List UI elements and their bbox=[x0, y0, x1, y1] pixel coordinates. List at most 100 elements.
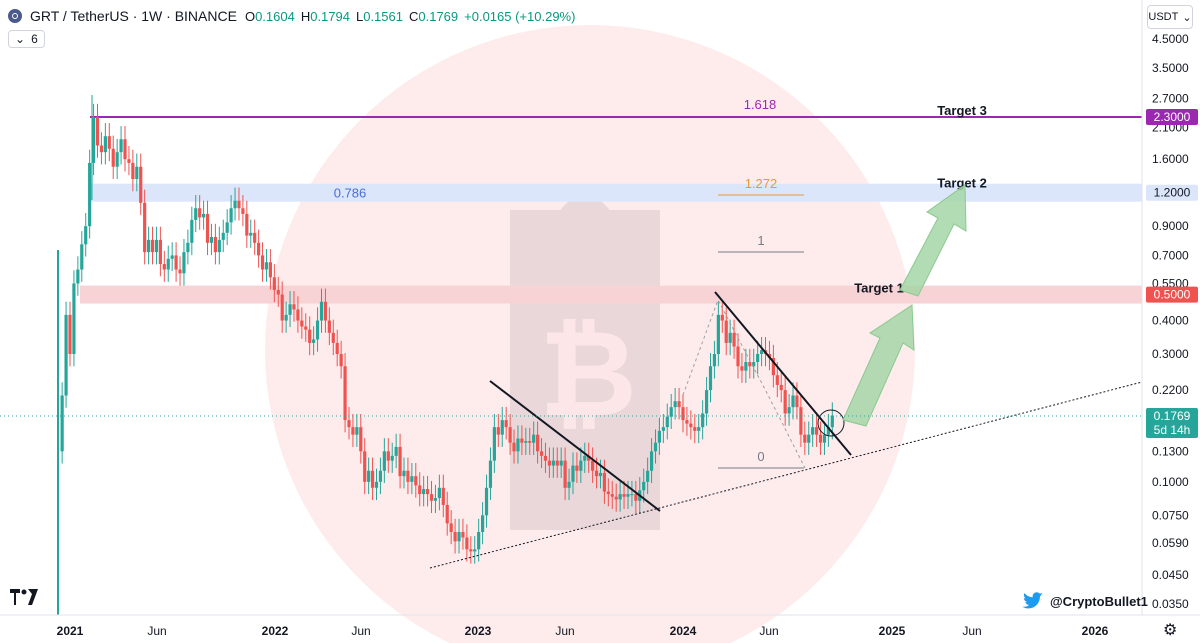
candle-body bbox=[756, 354, 760, 363]
candle-body bbox=[343, 366, 347, 421]
candle-body bbox=[528, 441, 532, 443]
open-value: 0.1604 bbox=[255, 8, 295, 24]
symbol-title[interactable]: GRT / TetherUS · 1W · BINANCE bbox=[30, 8, 237, 24]
candle-body bbox=[182, 252, 186, 274]
candle-body bbox=[653, 442, 658, 452]
support-trendline bbox=[429, 381, 1143, 569]
high-label: H bbox=[300, 8, 311, 24]
candle-body bbox=[681, 407, 685, 421]
candle-body bbox=[268, 262, 273, 278]
fib-short-label: 0 bbox=[757, 449, 764, 464]
candle-body bbox=[127, 159, 131, 163]
target-label-1: Target 1 bbox=[854, 281, 904, 296]
gear-icon[interactable]: ⚙ bbox=[1163, 622, 1178, 639]
candle-body bbox=[669, 407, 673, 417]
target-2-price-badge-bg bbox=[1146, 184, 1198, 201]
price-tick-label: 0.3000 bbox=[1152, 347, 1189, 361]
high-value: 0.1794 bbox=[310, 8, 350, 24]
candle-body bbox=[429, 494, 434, 501]
candle-body bbox=[811, 427, 815, 435]
candle-body bbox=[72, 283, 76, 355]
candle-body bbox=[143, 202, 147, 253]
price-axis-bg bbox=[1142, 0, 1200, 643]
candle-body bbox=[508, 427, 512, 443]
candle-body bbox=[260, 255, 265, 270]
candle-body bbox=[422, 489, 426, 495]
candle-body bbox=[382, 451, 386, 471]
ohlc-readout: O0.1604 H0.1794 L0.1561 C0.1769 +0.0165 … bbox=[245, 9, 576, 24]
target-label-2: Target 2 bbox=[937, 176, 987, 191]
candle-body bbox=[217, 239, 221, 253]
candle-body bbox=[445, 504, 449, 524]
candle-body bbox=[803, 434, 807, 443]
candle-body bbox=[477, 531, 481, 550]
candle-body bbox=[162, 264, 166, 270]
candle-body bbox=[610, 494, 614, 497]
candle-body bbox=[559, 460, 563, 466]
low-value: 0.1561 bbox=[363, 8, 403, 24]
author-watermark: @CryptoBullet1 bbox=[1022, 592, 1148, 610]
target-2-band bbox=[88, 183, 1142, 202]
candle-body bbox=[685, 420, 689, 424]
candle-body bbox=[520, 438, 524, 443]
candle-body bbox=[642, 481, 646, 491]
indicator-toggle[interactable]: ⌄ 6 bbox=[8, 30, 45, 48]
price-tick-label: 0.2200 bbox=[1152, 383, 1189, 397]
price-tick-label: 2.7000 bbox=[1152, 91, 1189, 105]
candle-body bbox=[441, 487, 445, 505]
candle-body bbox=[720, 314, 724, 321]
candle-body bbox=[815, 427, 819, 435]
candle-body bbox=[614, 496, 618, 500]
candle-body bbox=[830, 415, 834, 428]
currency-selector[interactable]: USDT ⌄ bbox=[1147, 5, 1193, 29]
candle-body bbox=[594, 470, 599, 477]
candle-body bbox=[822, 434, 827, 443]
tradingview-logo-icon[interactable] bbox=[10, 588, 38, 611]
candle-body bbox=[135, 166, 139, 179]
candle-body bbox=[280, 294, 284, 321]
candle-body bbox=[418, 485, 422, 495]
price-tick-label: 0.0350 bbox=[1152, 597, 1189, 611]
candle-body bbox=[315, 320, 320, 340]
bitcoin-icon: ₿ bbox=[539, 307, 637, 441]
candle-body bbox=[500, 420, 504, 435]
candle-body bbox=[775, 375, 779, 385]
candle-body bbox=[630, 494, 634, 496]
candle-body bbox=[704, 390, 709, 414]
price-axis[interactable]: 4.50003.50002.70002.10001.60000.90000.70… bbox=[1141, 0, 1200, 643]
candle-body bbox=[170, 255, 174, 259]
time-axis[interactable]: 2021 Jun 2022 Jun 2023 Jun 2024 Jun 2025 Jun 2026 bbox=[0, 614, 1200, 638]
candle-body bbox=[469, 549, 473, 552]
candle-body bbox=[693, 427, 697, 431]
candle-body bbox=[150, 239, 155, 253]
target-3-price-badge-bg bbox=[1146, 109, 1198, 125]
candle-body bbox=[68, 314, 72, 355]
price-tick-label: 0.0590 bbox=[1152, 536, 1189, 550]
chevron-down-icon: ⌄ bbox=[1182, 11, 1192, 24]
candle-body bbox=[272, 277, 276, 291]
candle-body bbox=[677, 401, 681, 408]
candle-body bbox=[740, 366, 744, 371]
candle-body bbox=[237, 200, 241, 209]
candle-body bbox=[292, 304, 296, 310]
candle-body bbox=[488, 460, 493, 488]
candle-body bbox=[233, 200, 237, 209]
candle-body bbox=[665, 416, 669, 428]
time-tick-label: 2023 bbox=[465, 624, 492, 638]
candle-body bbox=[712, 354, 717, 367]
candle-body bbox=[646, 470, 650, 482]
fib-short-label: 1 bbox=[757, 233, 764, 248]
candle-body bbox=[107, 136, 111, 149]
candle-body bbox=[339, 354, 343, 367]
candle-body bbox=[555, 460, 559, 466]
watermark-bullet-body bbox=[510, 210, 660, 530]
candle-body bbox=[221, 232, 225, 240]
price-tick-label: 0.9000 bbox=[1152, 219, 1189, 233]
change-value: +0.0165 (+10.29%) bbox=[464, 8, 576, 24]
candle-body bbox=[484, 487, 489, 516]
low-label: L bbox=[355, 8, 364, 24]
candle-body bbox=[744, 362, 748, 371]
candle-body bbox=[598, 472, 603, 477]
candle-body bbox=[752, 362, 756, 367]
